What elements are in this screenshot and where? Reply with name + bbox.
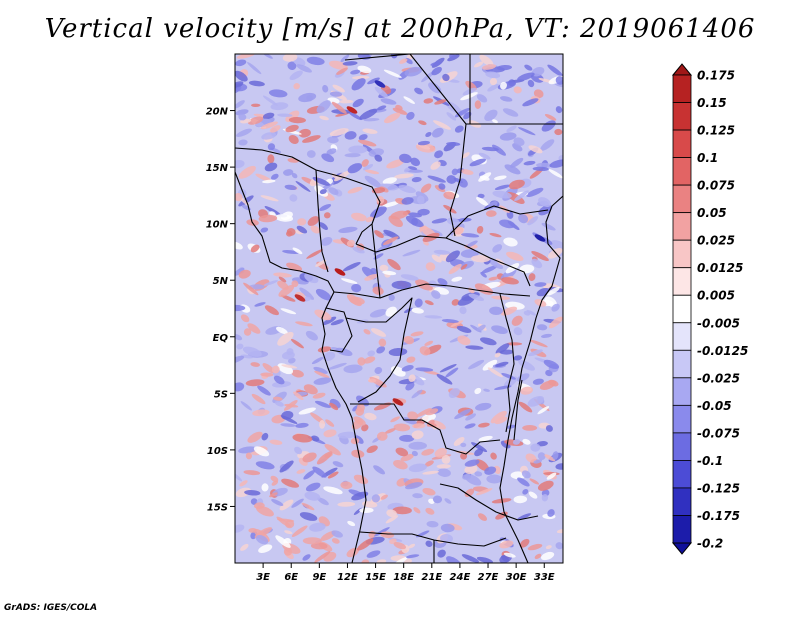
colorbar-segment: [673, 323, 691, 351]
y-tick-label: EQ: [213, 333, 229, 344]
x-tick-label: 12E: [337, 572, 358, 583]
colorbar-segment: [673, 433, 691, 461]
x-tick-label: 21E: [421, 572, 442, 583]
colorbar-segment: [673, 295, 691, 323]
colorbar-top-arrow: [673, 64, 691, 75]
field-patch: [303, 537, 322, 544]
x-tick-label: 15E: [365, 572, 386, 583]
colorbar-label: -0.025: [697, 371, 740, 385]
colorbar-label: 0.15: [697, 96, 727, 110]
x-tick-label: 30E: [506, 572, 527, 583]
colorbar-segment: [673, 240, 691, 268]
y-tick-label: 15S: [207, 502, 228, 513]
y-tick-label: 20N: [206, 107, 229, 118]
colorbar: 0.175 0.15 0.125 0.1 0.075 0.05 0.025 0.0125 0.0…: [673, 64, 748, 554]
colorbar-label: -0.075: [697, 426, 740, 440]
colorbar-segment: [673, 130, 691, 158]
colorbar-segment: [673, 378, 691, 406]
field-patch: [251, 104, 260, 107]
chart: 3E 6E 9E 12E 15E 18E 21E 24E 27E 30E 33E 20N 15N 10N…: [0, 0, 800, 618]
colorbar-segment: [673, 350, 691, 378]
colorbar-label: -0.0125: [697, 344, 748, 358]
colorbar-segment: [673, 515, 691, 543]
x-tick-label: 24E: [450, 572, 471, 583]
x-tick-label: 18E: [393, 572, 414, 583]
grads-credit: GrADS: IGES/COLA: [4, 603, 97, 613]
colorbar-label: 0.05: [697, 206, 727, 220]
field-patch: [348, 146, 367, 154]
colorbar-label: 0.175: [697, 69, 735, 83]
colorbar-label: -0.005: [697, 316, 740, 330]
colorbar-label: 0.125: [697, 124, 735, 138]
x-tick-label: 27E: [478, 572, 499, 583]
x-tick-label: 6E: [284, 572, 298, 583]
y-tick-label: 15N: [206, 163, 229, 174]
y-tick-label: 10N: [206, 220, 229, 231]
colorbar-segment: [673, 103, 691, 131]
colorbar-segment: [673, 158, 691, 186]
colorbar-segment: [673, 185, 691, 213]
colorbar-label: 0.075: [697, 179, 735, 193]
field-patch: [522, 425, 537, 431]
y-tick-label: 5N: [213, 276, 229, 287]
colorbar-label: -0.175: [697, 509, 740, 523]
colorbar-label: 0.025: [697, 234, 735, 248]
colorbar-segment: [673, 213, 691, 241]
colorbar-segment: [673, 488, 691, 516]
x-axis: 3E 6E 9E 12E 15E 18E 21E 24E 27E 30E 33E: [256, 563, 555, 583]
colorbar-label: 0.005: [697, 289, 735, 303]
colorbar-bottom-arrow: [673, 543, 691, 554]
colorbar-label: -0.125: [697, 481, 740, 495]
colorbar-segment: [673, 405, 691, 433]
colorbar-label: 0.1: [697, 151, 718, 165]
x-tick-label: 3E: [256, 572, 270, 583]
colorbar-segment: [673, 268, 691, 296]
colorbar-label: 0.0125: [697, 261, 743, 275]
colorbar-label: -0.2: [697, 537, 723, 551]
x-tick-label: 33E: [534, 572, 555, 583]
colorbar-label: -0.1: [697, 454, 723, 468]
y-axis: 20N 15N 10N 5N EQ 5S 10S 15S: [206, 107, 235, 514]
colorbar-segment: [673, 460, 691, 488]
y-tick-label: 10S: [207, 446, 228, 457]
colorbar-segment: [673, 75, 691, 103]
x-tick-label: 9E: [312, 572, 326, 583]
colorbar-label: -0.05: [697, 399, 732, 413]
y-tick-label: 5S: [214, 389, 228, 400]
